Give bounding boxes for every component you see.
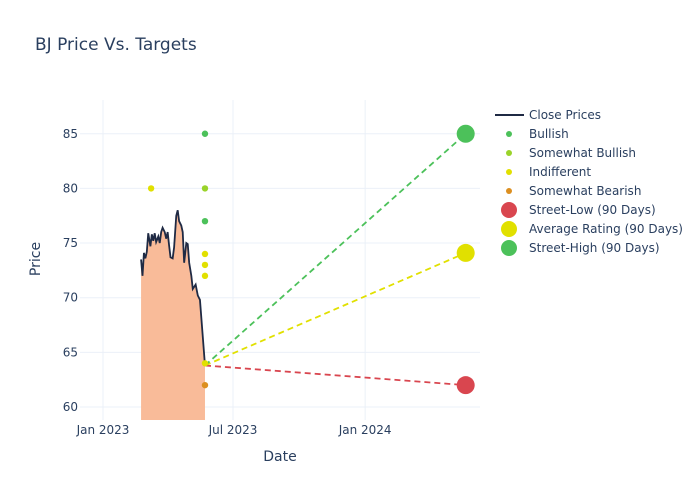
y-tick-label: 85	[63, 127, 78, 141]
y-tick-label: 75	[63, 236, 78, 250]
rating-point	[201, 217, 209, 225]
legend-label: Bullish	[529, 127, 569, 141]
chart-title: BJ Price Vs. Targets	[35, 35, 197, 55]
y-axis-label: Price	[28, 242, 44, 276]
y-tick-label: 80	[63, 181, 78, 195]
legend-swatch-marker	[506, 150, 512, 156]
target-marker	[456, 124, 475, 143]
y-tick-label: 70	[63, 291, 78, 305]
y-tick-label: 60	[63, 400, 78, 414]
legend-label: Street-High (90 Days)	[529, 241, 660, 255]
target-line	[204, 364, 466, 387]
close-price-line	[140, 210, 206, 366]
rating-point	[201, 250, 209, 258]
rating-point	[147, 185, 155, 192]
rating-point	[201, 272, 209, 280]
legend-swatch-marker	[501, 221, 517, 237]
legend-swatch-marker	[506, 169, 512, 175]
legend-label: Average Rating (90 Days)	[529, 222, 683, 236]
y-tick-label: 65	[63, 345, 78, 359]
legend-swatch-marker	[506, 131, 512, 137]
x-tick-label: Jan 2023	[76, 423, 130, 437]
target-line	[204, 133, 467, 367]
legend-label: Somewhat Bearish	[529, 184, 641, 198]
legend-label: Somewhat Bullish	[529, 146, 636, 160]
rating-point	[201, 185, 209, 192]
legend-swatch-marker	[506, 188, 512, 194]
rating-point	[201, 381, 209, 389]
target-marker	[456, 243, 475, 262]
legend-label: Close Prices	[529, 108, 601, 122]
rating-point	[201, 360, 209, 367]
rating-point	[201, 130, 209, 137]
legend-label: Street-Low (90 Days)	[529, 203, 656, 217]
legend-swatch-marker	[501, 240, 517, 256]
target-marker	[456, 376, 475, 395]
legend-label: Indifferent	[529, 165, 591, 179]
rating-point	[201, 261, 209, 269]
legend-swatch-marker	[501, 202, 517, 218]
x-tick-label: Jul 2023	[208, 423, 258, 437]
x-axis-label: Date	[263, 449, 296, 465]
x-tick-label: Jan 2024	[338, 423, 392, 437]
target-line	[204, 252, 467, 367]
